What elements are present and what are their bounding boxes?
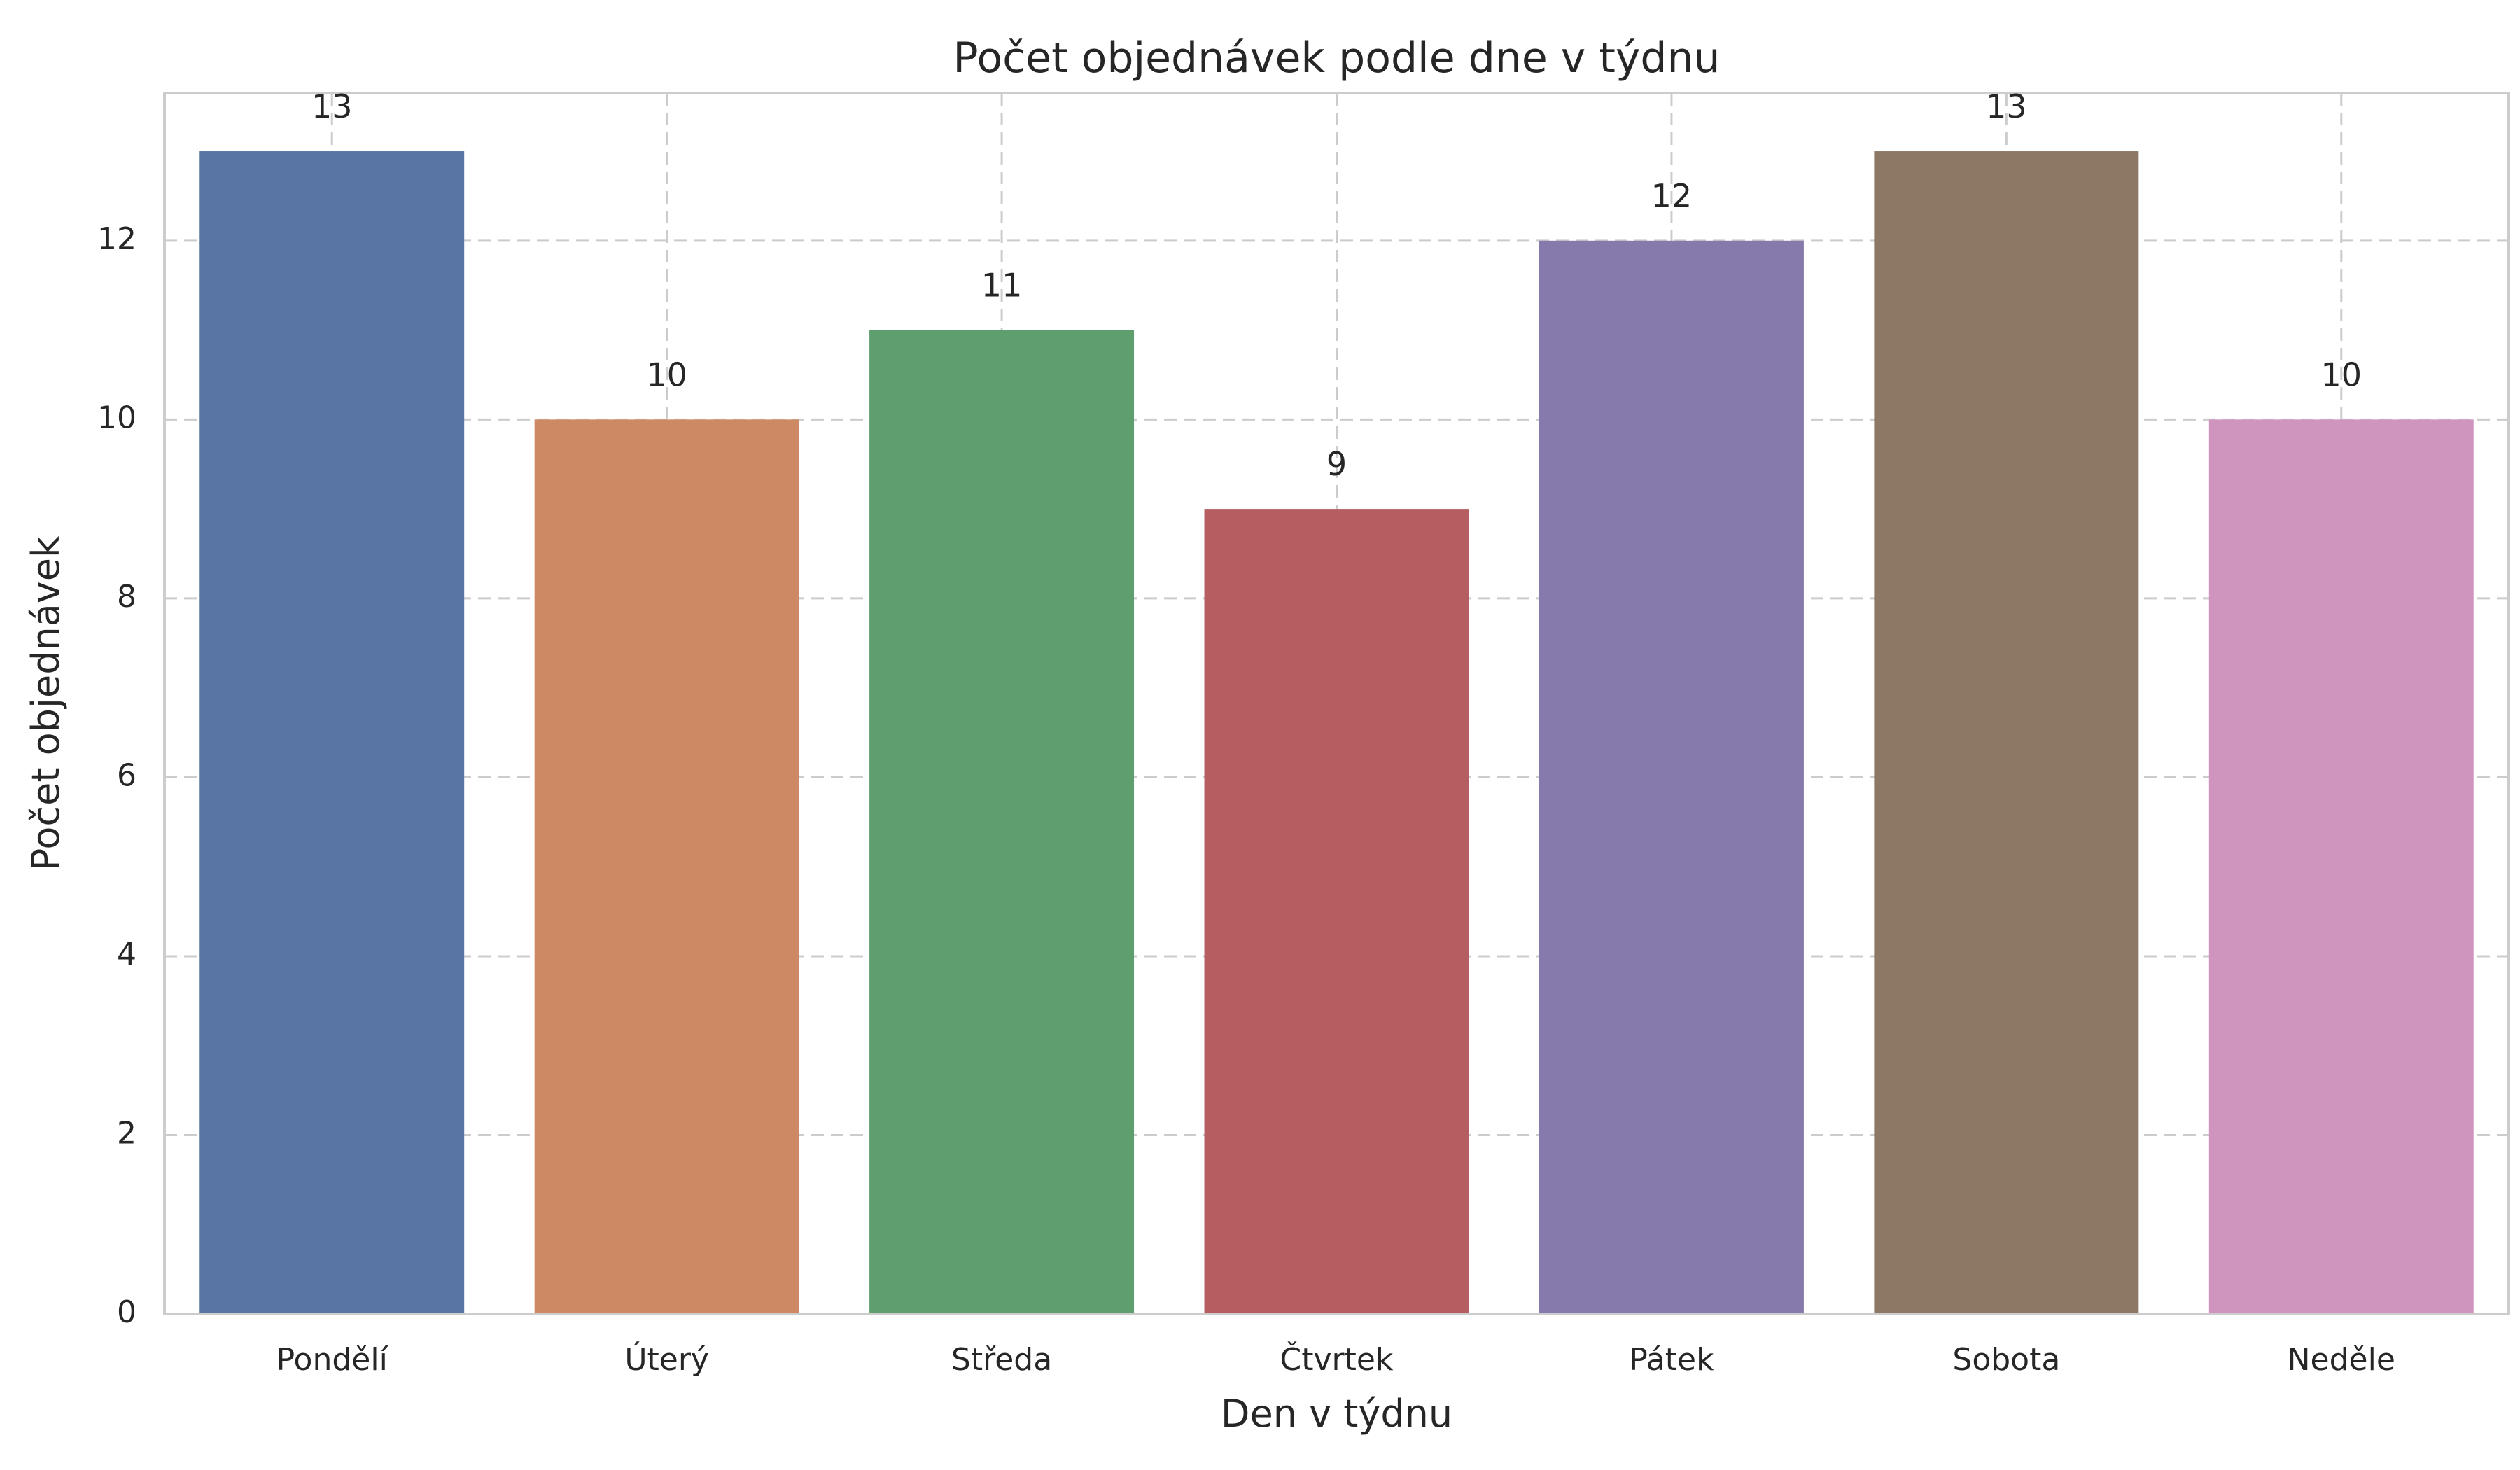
y-tick-label: 10 bbox=[97, 400, 136, 435]
chart-title: Počet objednávek podle dne v týdnu bbox=[953, 34, 1720, 83]
bar-5 bbox=[1874, 151, 2139, 1315]
x-axis-title: Den v týdnu bbox=[1221, 1392, 1452, 1436]
y-tick-label: 2 bbox=[117, 1115, 136, 1151]
bar-3 bbox=[1204, 509, 1469, 1314]
bar-value-label: 11 bbox=[981, 267, 1023, 304]
x-tick-label: Čtvrtek bbox=[1280, 1340, 1394, 1378]
bar-value-labels: 13 10 11 9 12 13 10 bbox=[312, 88, 2362, 483]
x-tick-label: Sobota bbox=[1952, 1342, 2060, 1378]
bar-2 bbox=[869, 330, 1135, 1315]
x-tick-label: Pondělí bbox=[276, 1342, 389, 1378]
y-tick-label: 6 bbox=[117, 757, 136, 793]
bar-value-label: 13 bbox=[1986, 88, 2027, 125]
bar-4 bbox=[1539, 240, 1804, 1314]
x-tick-label: Úterý bbox=[624, 1340, 709, 1378]
bar-1 bbox=[534, 419, 799, 1315]
x-tick-label: Neděle bbox=[2288, 1342, 2395, 1378]
plot-area-frame bbox=[163, 92, 2510, 1315]
y-tick-label: 0 bbox=[117, 1294, 136, 1330]
bar-value-label: 9 bbox=[1326, 445, 1347, 483]
bars bbox=[200, 151, 2474, 1315]
y-tick-label: 4 bbox=[117, 937, 136, 972]
y-tick-label: 12 bbox=[97, 221, 136, 257]
x-tick-label: Pátek bbox=[1629, 1342, 1714, 1378]
bar-value-label: 12 bbox=[1651, 177, 1693, 215]
x-tick-label: Středa bbox=[951, 1342, 1052, 1378]
y-tick-label: 8 bbox=[117, 579, 136, 615]
y-axis-title: Počet objednávek bbox=[24, 536, 68, 871]
y-tick-labels: 0 2 4 6 8 10 12 bbox=[97, 221, 136, 1330]
bar-value-label: 10 bbox=[646, 356, 687, 393]
x-tick-labels: Pondělí Úterý Středa Čtvrtek Pátek Sobota Nedě… bbox=[276, 1340, 2395, 1378]
bar-value-label: 13 bbox=[312, 88, 353, 125]
bar-0 bbox=[200, 151, 465, 1315]
bar-6 bbox=[2208, 419, 2474, 1315]
bar-value-label: 10 bbox=[2321, 356, 2362, 393]
